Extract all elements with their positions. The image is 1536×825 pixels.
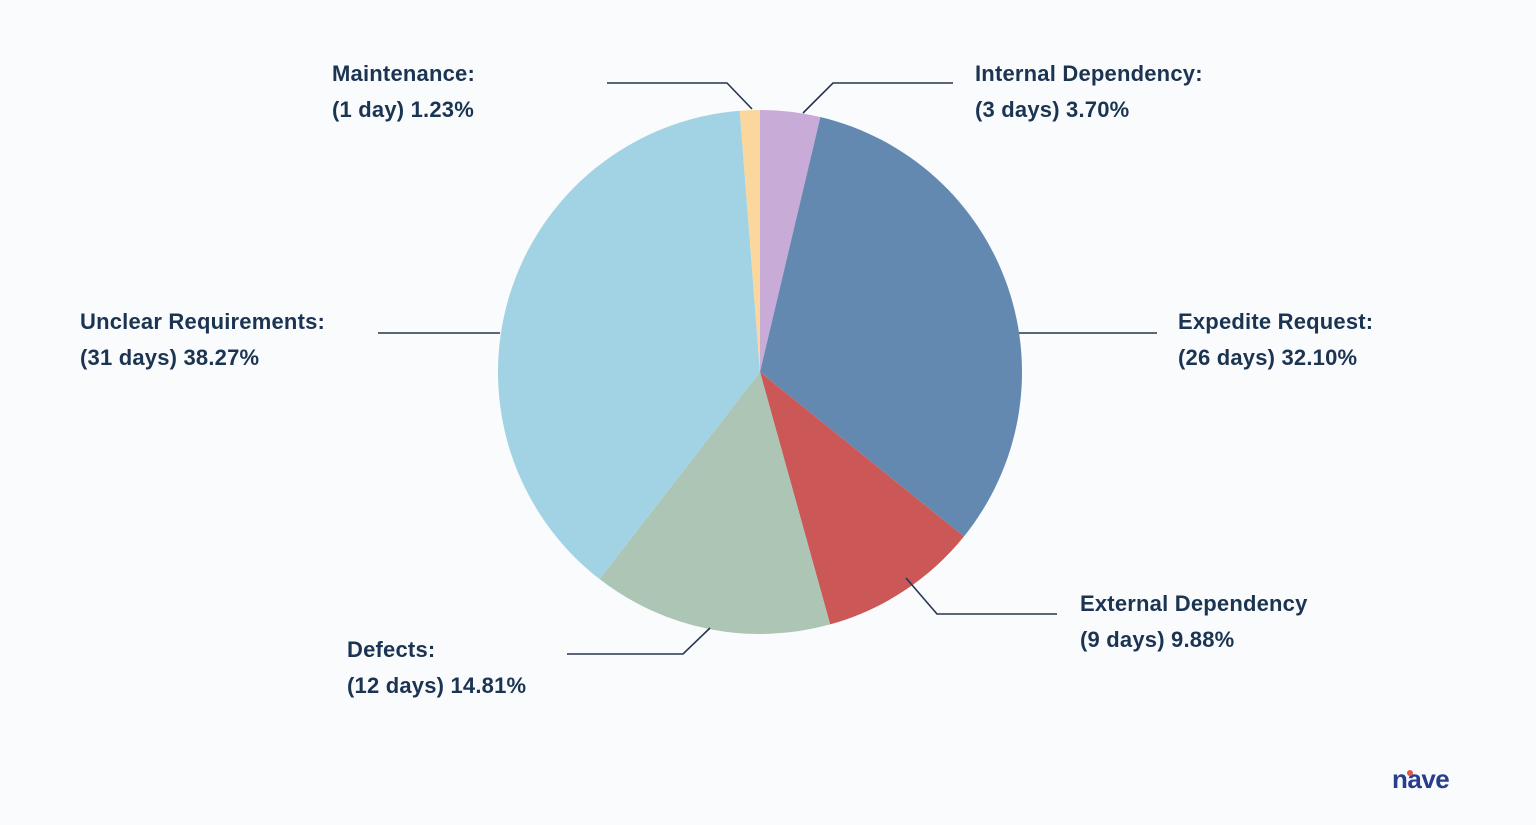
pie-slice-defects[interactable] bbox=[599, 372, 831, 635]
leader-line bbox=[802, 82, 953, 114]
nave-logo-text: nave bbox=[1392, 764, 1450, 794]
callout-maintenance-value: (1 day) 1.23% bbox=[332, 97, 475, 122]
callout-external-dependency-value: (9 days) 9.88% bbox=[1080, 627, 1235, 652]
pie-slice-internal-dependency[interactable] bbox=[760, 110, 821, 372]
leader-lines bbox=[378, 82, 1157, 655]
leader-line bbox=[607, 82, 753, 110]
nave-logo-dot-icon bbox=[1407, 770, 1413, 776]
pie-slice-external-dependency[interactable] bbox=[760, 372, 964, 625]
callout-defects-value: (12 days) 14.81% bbox=[347, 673, 527, 698]
callout-maintenance-label: Maintenance: bbox=[332, 61, 475, 86]
callout-external-dependency-label: External Dependency bbox=[1080, 591, 1308, 616]
callout-expedite-request: Expedite Request: (26 days) 32.10% bbox=[1178, 304, 1373, 376]
nave-logo: nave bbox=[1392, 764, 1450, 794]
pie-slice-unclear-requirements[interactable] bbox=[497, 110, 760, 580]
callout-internal-dependency-value: (3 days) 3.70% bbox=[975, 97, 1130, 122]
leader-line bbox=[567, 627, 711, 655]
pie-slice-maintenance[interactable] bbox=[739, 110, 760, 372]
callout-defects-label: Defects: bbox=[347, 637, 436, 662]
leader-line bbox=[905, 577, 1057, 615]
callout-defects: Defects: (12 days) 14.81% bbox=[347, 632, 526, 704]
pie-slices bbox=[497, 110, 1022, 635]
pie-slice-expedite-request[interactable] bbox=[760, 117, 1022, 537]
callout-unclear-requirements-value: (31 days) 38.27% bbox=[80, 345, 260, 370]
callout-expedite-request-label: Expedite Request: bbox=[1178, 309, 1374, 334]
callout-internal-dependency: Internal Dependency: (3 days) 3.70% bbox=[975, 56, 1203, 128]
callout-unclear-requirements-label: Unclear Requirements: bbox=[80, 309, 326, 334]
callout-external-dependency: External Dependency (9 days) 9.88% bbox=[1080, 586, 1308, 658]
callout-unclear-requirements: Unclear Requirements: (31 days) 38.27% bbox=[80, 304, 325, 376]
callout-maintenance: Maintenance: (1 day) 1.23% bbox=[332, 56, 475, 128]
callout-internal-dependency-label: Internal Dependency: bbox=[975, 61, 1203, 86]
callout-expedite-request-value: (26 days) 32.10% bbox=[1178, 345, 1358, 370]
